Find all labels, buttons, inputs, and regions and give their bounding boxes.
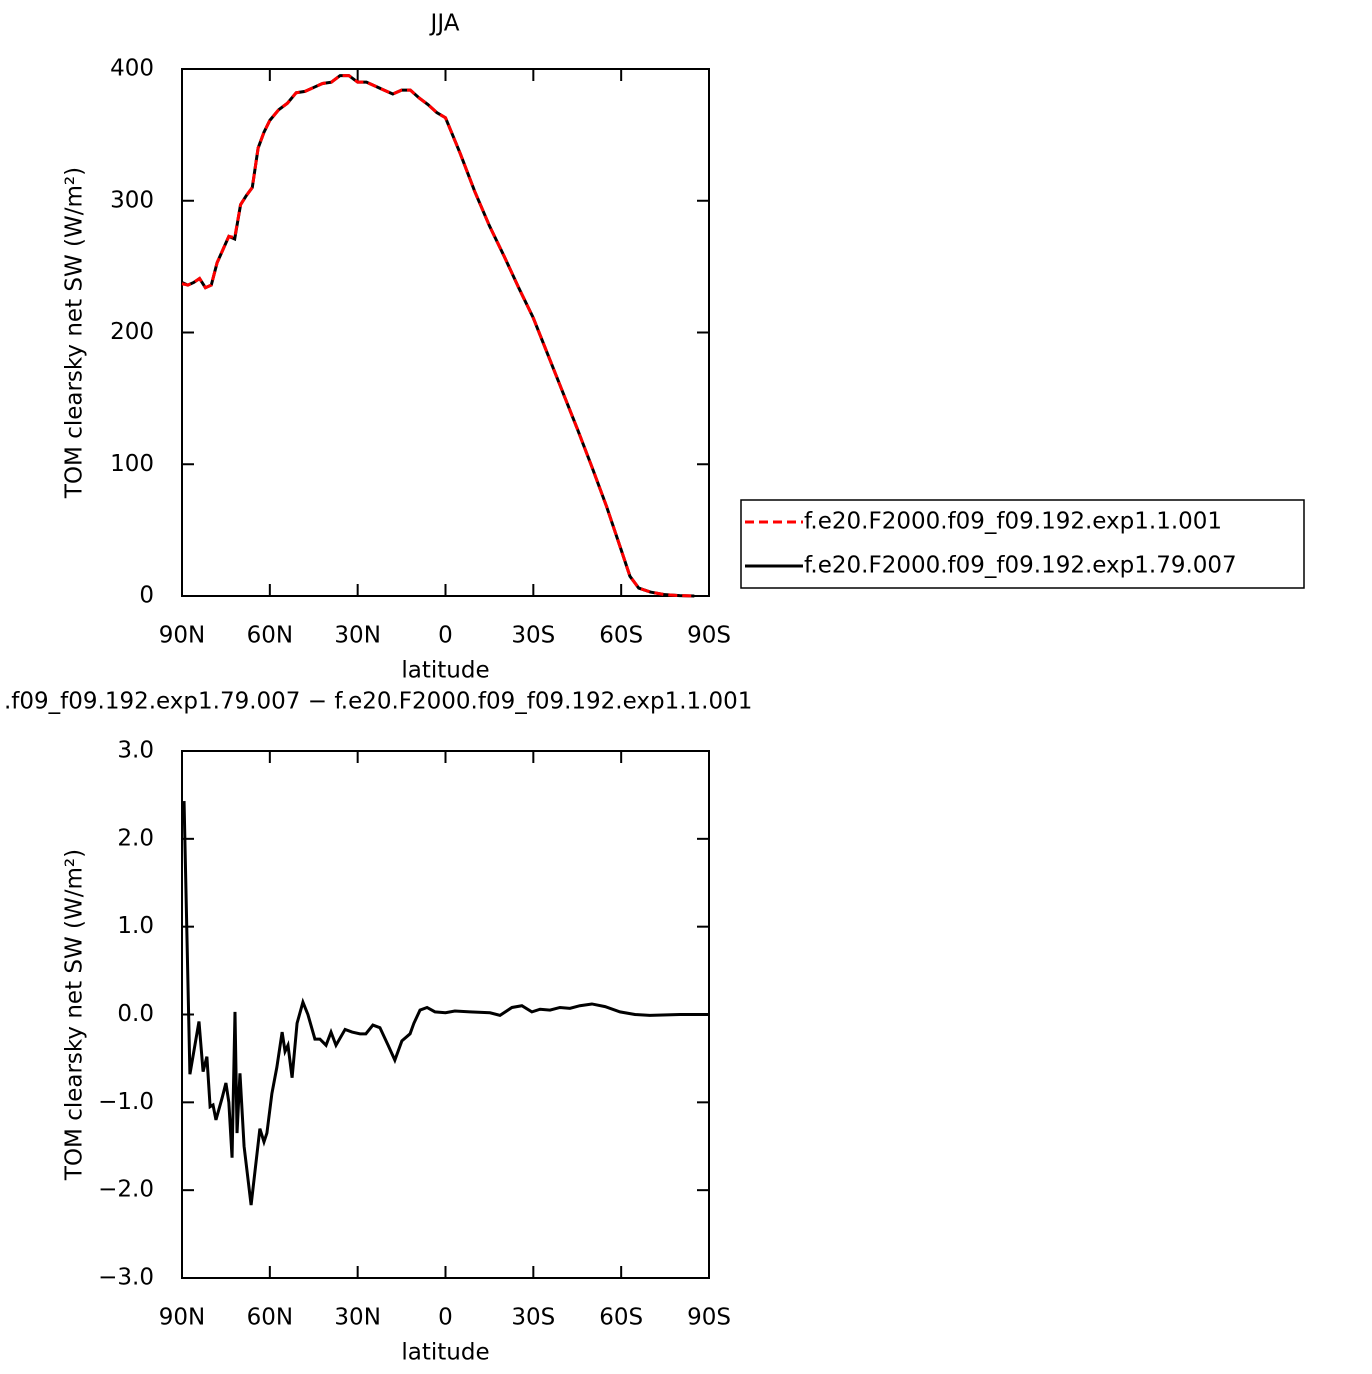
y-tick-label: 200 (110, 319, 154, 345)
legend-label: f.e20.F2000.f09_f09.192.exp1.79.007 (804, 553, 1237, 579)
legend-label: f.e20.F2000.f09_f09.192.exp1.1.001 (804, 509, 1222, 535)
y-tick-label: 100 (110, 451, 154, 477)
y-tick-label: −3.0 (98, 1265, 154, 1291)
x-tick-label: 30S (511, 1305, 555, 1331)
x-axis-label: latitude (401, 1340, 489, 1366)
y-tick-label: 0.0 (117, 1001, 154, 1027)
x-tick-label: 30N (334, 623, 380, 649)
x-tick-label: 0 (438, 623, 453, 649)
x-tick-label: 60S (599, 623, 643, 649)
y-tick-label: −2.0 (98, 1177, 154, 1203)
legend-box (740, 499, 1305, 589)
x-tick-label: 0 (438, 1305, 453, 1331)
data-line (181, 74, 695, 598)
chart-title: JJA (429, 11, 460, 37)
y-axis-label: TOM clearsky net SW (W/m²) (62, 167, 88, 499)
x-tick-label: 30N (334, 1305, 380, 1331)
y-tick-label: −1.0 (98, 1089, 154, 1115)
y-tick-label: 2.0 (117, 825, 154, 851)
x-tick-label: 60S (599, 1305, 643, 1331)
chart-title: .f09_f09.192.exp1.79.007 − f.e20.F2000.f… (4, 689, 752, 715)
y-tick-label: 3.0 (117, 738, 154, 764)
plot-frame (181, 68, 710, 597)
data-line (181, 74, 695, 598)
y-tick-label: 400 (110, 56, 154, 82)
x-tick-label: 90N (159, 1305, 205, 1331)
y-axis-label: TOM clearsky net SW (W/m²) (62, 849, 88, 1181)
x-tick-label: 60N (247, 623, 293, 649)
x-tick-label: 90N (159, 623, 205, 649)
x-axis-label: latitude (401, 658, 489, 684)
y-tick-label: 0 (139, 583, 154, 609)
x-tick-label: 90S (687, 623, 731, 649)
y-tick-label: 1.0 (117, 913, 154, 939)
data-line (182, 801, 709, 1206)
x-tick-label: 90S (687, 1305, 731, 1331)
y-tick-label: 300 (110, 187, 154, 213)
x-tick-label: 60N (247, 1305, 293, 1331)
x-tick-label: 30S (511, 623, 555, 649)
